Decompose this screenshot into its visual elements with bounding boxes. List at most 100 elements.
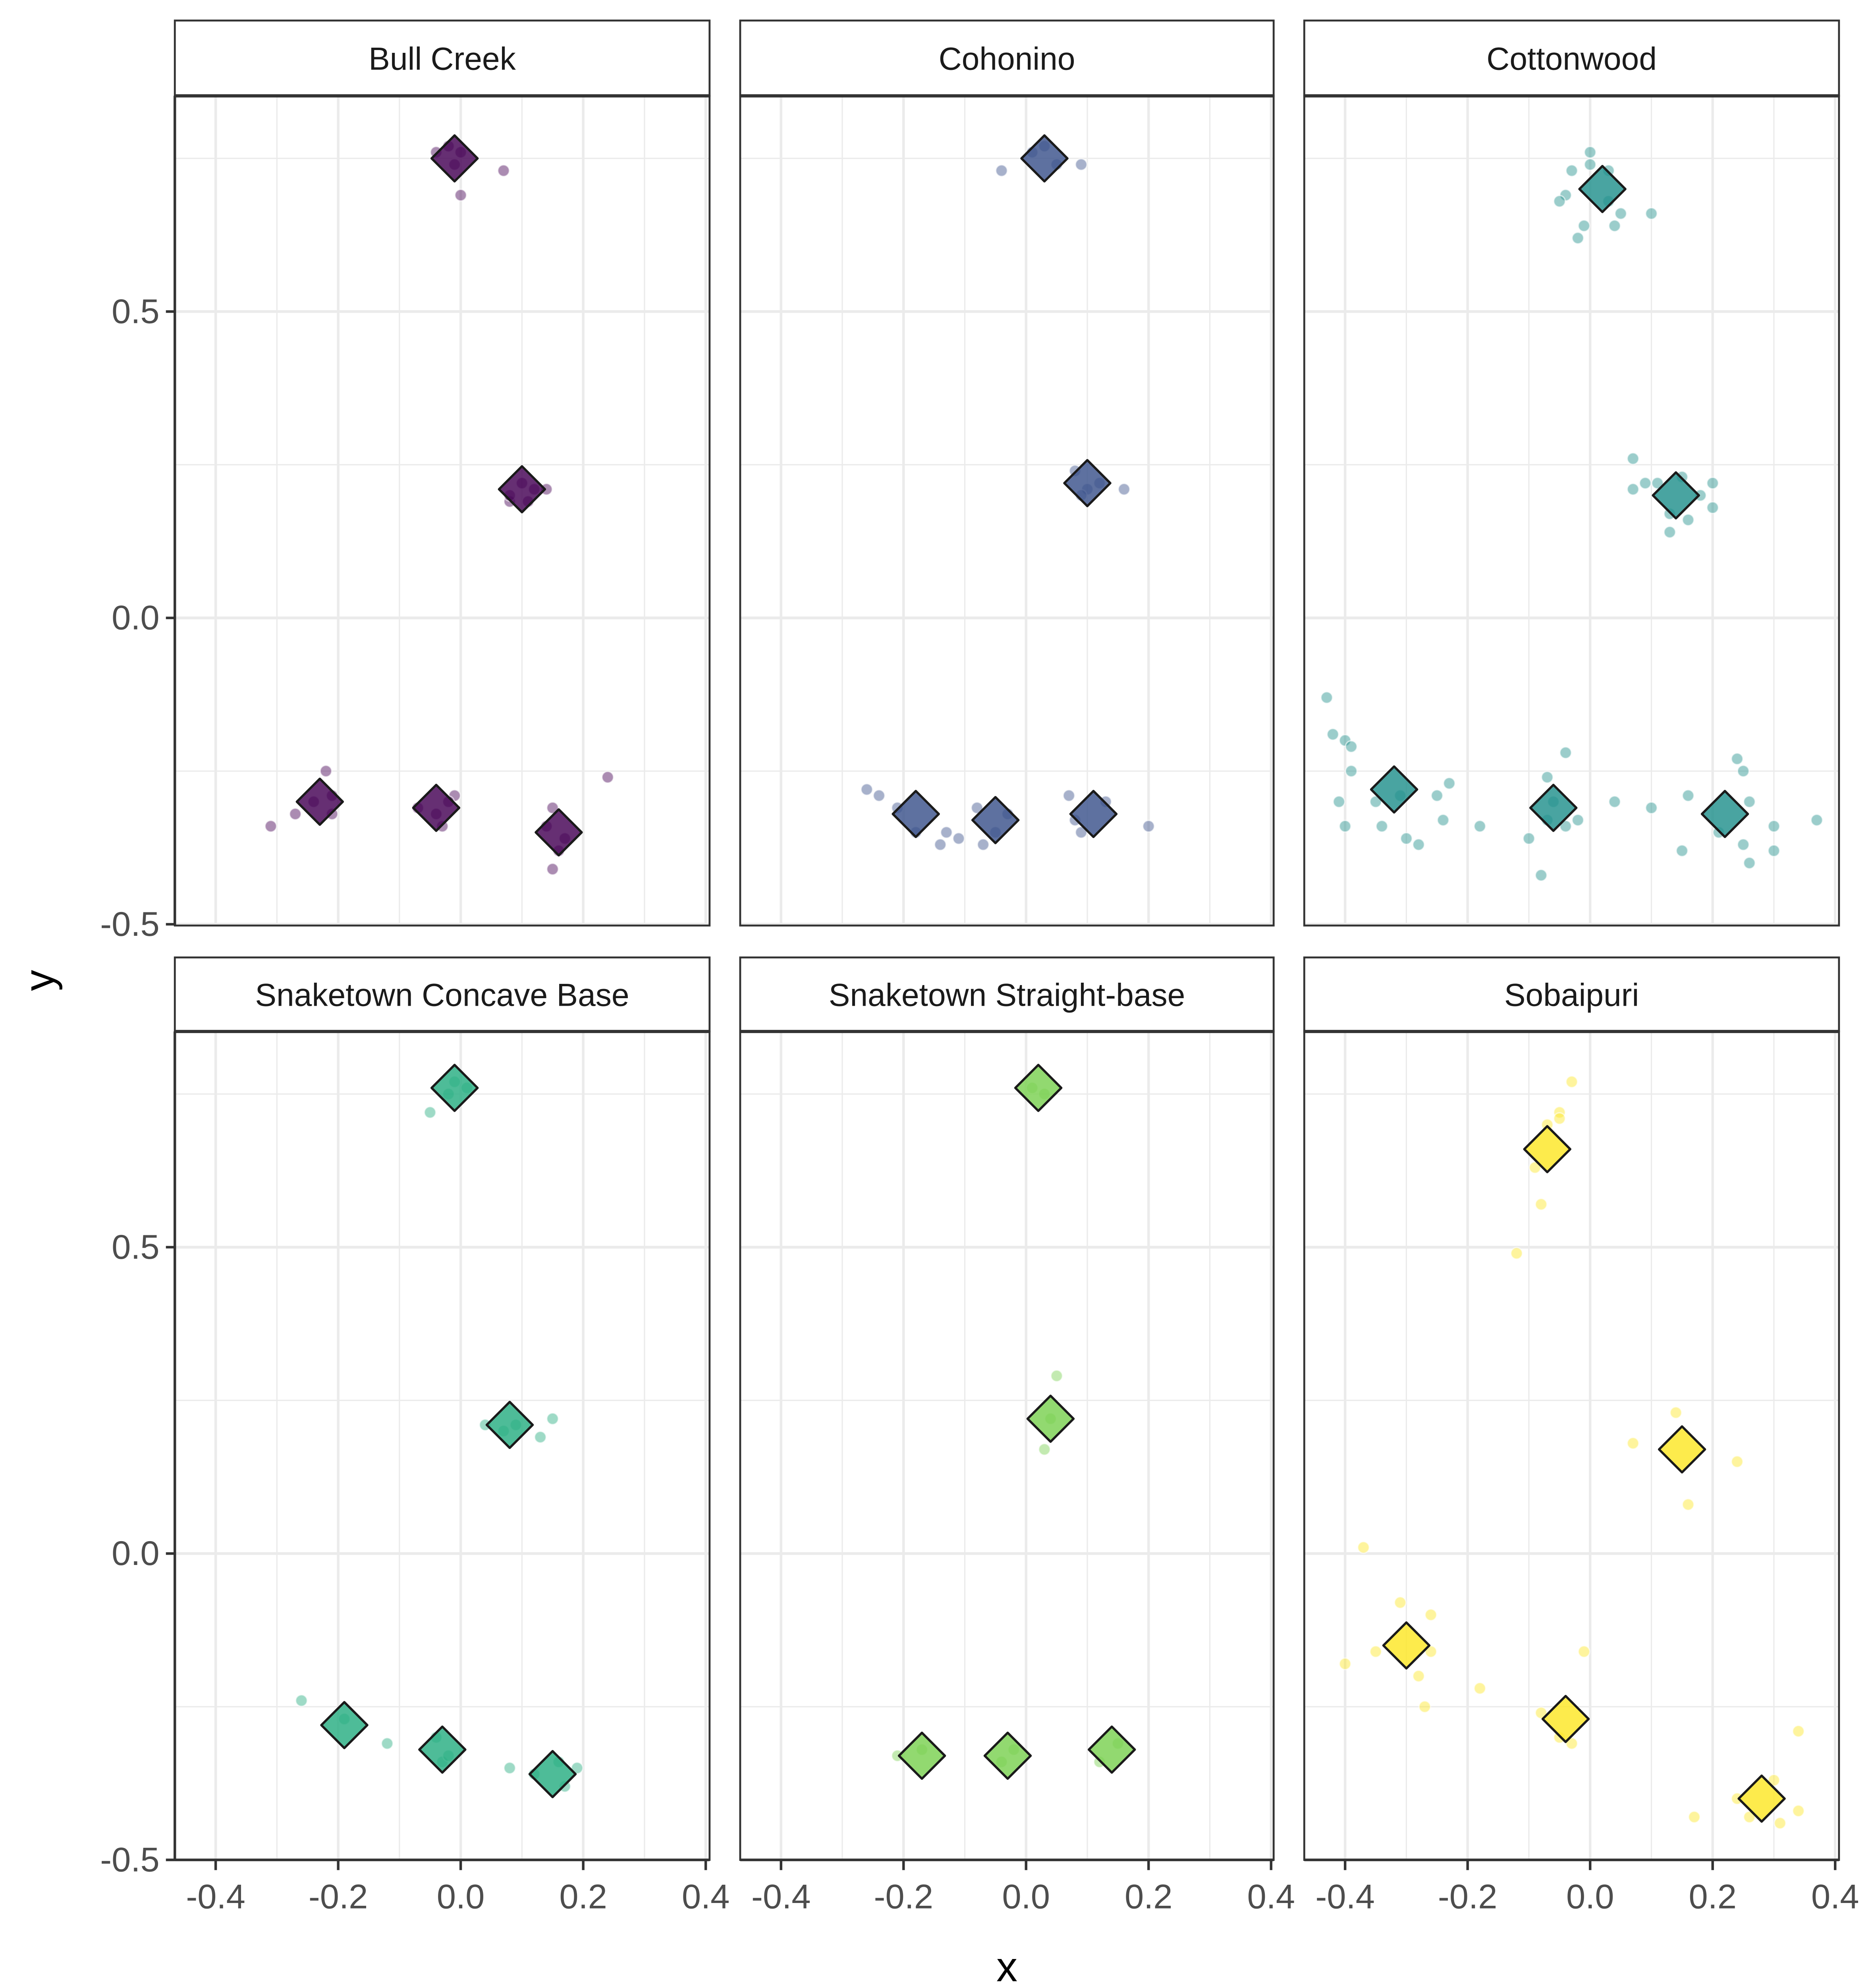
- data-point: [1345, 740, 1358, 753]
- data-point: [1688, 1810, 1701, 1824]
- data-point: [264, 820, 277, 833]
- data-point: [1553, 195, 1566, 208]
- data-point: [1608, 219, 1621, 232]
- x-tick-label: -0.2: [874, 1878, 933, 1916]
- data-point: [1627, 483, 1640, 496]
- mean-diamond: [1541, 1694, 1590, 1743]
- facet-strip-label: Cohonino: [939, 41, 1075, 77]
- data-point: [1565, 1737, 1578, 1750]
- data-point: [1332, 795, 1345, 808]
- facet-strip-label: Sobaipuri: [1504, 978, 1639, 1013]
- data-point: [1534, 1198, 1548, 1211]
- mean-diamond: [528, 1750, 577, 1799]
- x-tick-label: 0.2: [1125, 1878, 1173, 1916]
- y-tick-label: 0.5: [112, 292, 160, 330]
- data-point: [1743, 856, 1756, 869]
- facet-panel: Snaketown Straight-base: [739, 956, 1275, 1862]
- data-point: [1369, 795, 1382, 808]
- facet-panel: Cottonwood: [1303, 19, 1840, 927]
- data-point: [1669, 1406, 1683, 1419]
- facet-strip-label: Snaketown Straight-base: [829, 978, 1185, 1013]
- mean-diamond: [983, 1731, 1032, 1780]
- data-point: [1681, 1498, 1695, 1511]
- axes: -0.5 0.0 0.5 -0.5 0.0 0.5 -0.4 -0.2 0.0 0.2 0.4 -0.…: [100, 96, 1859, 1916]
- x-tick-label: 0.4: [682, 1878, 730, 1916]
- data-point: [380, 1737, 394, 1750]
- data-point: [1571, 813, 1585, 827]
- mean-diamond: [535, 808, 583, 857]
- mean-diamond: [897, 1731, 946, 1780]
- x-tick-label: 0.4: [1247, 1878, 1295, 1916]
- x-tick-label: -0.4: [1315, 1878, 1374, 1916]
- mean-diamond: [1652, 471, 1700, 520]
- mean-diamond: [498, 465, 546, 514]
- data-point: [295, 1694, 308, 1707]
- mean-diamond: [1370, 765, 1419, 814]
- data-point: [423, 1106, 437, 1119]
- data-point: [1050, 1369, 1063, 1382]
- data-point: [1559, 746, 1572, 759]
- data-point: [1430, 789, 1444, 802]
- y-tick-label: 0.0: [112, 1534, 160, 1573]
- data-point: [1614, 207, 1627, 220]
- data-point: [1534, 869, 1548, 882]
- data-point: [1731, 1455, 1744, 1468]
- data-point: [934, 838, 947, 851]
- mean-diamond: [1700, 790, 1749, 838]
- data-point: [1541, 771, 1554, 784]
- data-point: [1675, 844, 1689, 857]
- data-point: [1767, 820, 1780, 833]
- facet-panel: Snaketown Concave Base: [174, 956, 711, 1862]
- mean-diamond: [1523, 1125, 1571, 1173]
- facet-strip: [739, 956, 1275, 1033]
- data-point: [503, 1762, 516, 1775]
- mean-diamond: [971, 796, 1020, 844]
- x-tick-label: 0.0: [437, 1878, 485, 1916]
- data-point: [1737, 765, 1750, 778]
- mean-diamond: [430, 1064, 479, 1112]
- mean-diamond: [1014, 1064, 1063, 1112]
- y-axis-title: y: [16, 970, 63, 991]
- data-point: [860, 783, 873, 796]
- data-point: [1522, 832, 1535, 845]
- data-point: [1393, 1596, 1407, 1609]
- data-point: [1436, 813, 1450, 827]
- x-tick-label: -0.4: [751, 1878, 811, 1916]
- data-point: [1320, 691, 1333, 704]
- data-point: [1075, 158, 1088, 171]
- data-point: [1706, 477, 1719, 490]
- data-point: [1345, 765, 1358, 778]
- facet-strip-label: Cottonwood: [1486, 41, 1657, 77]
- facet-strip: [174, 19, 711, 97]
- panel-background: [740, 1031, 1274, 1860]
- data-point: [289, 808, 302, 821]
- data-point: [1424, 1608, 1438, 1621]
- data-point: [497, 164, 510, 177]
- data-point: [1326, 728, 1339, 741]
- data-point: [1339, 820, 1352, 833]
- data-point: [546, 1412, 559, 1425]
- data-point: [1681, 789, 1695, 802]
- data-point: [1400, 832, 1413, 845]
- data-point: [995, 164, 1008, 177]
- data-point: [1584, 158, 1597, 171]
- x-tick-label: 0.4: [1811, 1878, 1859, 1916]
- data-point: [1412, 1669, 1425, 1683]
- data-point: [1663, 525, 1676, 539]
- data-point: [1565, 164, 1578, 177]
- x-tick-label: -0.2: [1438, 1878, 1497, 1916]
- mean-diamond: [1069, 790, 1118, 838]
- data-point: [571, 1762, 584, 1775]
- x-tick-label: 0.0: [1566, 1878, 1614, 1916]
- data-point: [1645, 801, 1658, 814]
- mean-diamond: [1737, 1774, 1786, 1823]
- mean-diamond: [485, 1401, 534, 1449]
- data-point: [1608, 795, 1621, 808]
- data-point: [1339, 1657, 1352, 1670]
- data-point: [1743, 795, 1756, 808]
- data-point: [1375, 820, 1388, 833]
- data-point: [1529, 1161, 1542, 1174]
- x-tick-label: -0.4: [186, 1878, 245, 1916]
- data-point: [1418, 1700, 1431, 1713]
